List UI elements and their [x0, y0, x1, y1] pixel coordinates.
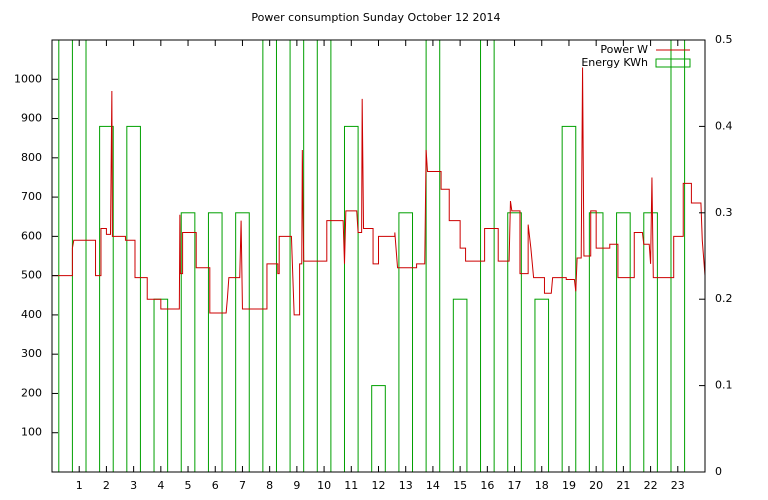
- y-tick-label: 500: [21, 269, 42, 282]
- energy-bar: [452, 298, 468, 472]
- legend-swatch: [655, 58, 691, 68]
- energy-bar: [207, 212, 223, 472]
- power-line: [52, 67, 705, 316]
- energy-bar: [398, 212, 414, 472]
- energy-bar: [235, 212, 250, 472]
- energy-bar: [616, 212, 631, 472]
- y-tick-label: 400: [21, 308, 42, 321]
- energy-bar: [126, 125, 141, 472]
- plot-area: [52, 40, 705, 472]
- x-tick-label: 1: [76, 479, 83, 492]
- x-tick-label: 16: [480, 479, 494, 492]
- x-tick-label: 12: [372, 479, 386, 492]
- x-tick-label: 21: [616, 479, 630, 492]
- y2-tick-label: 0: [715, 465, 722, 478]
- energy-bar: [153, 298, 169, 472]
- x-tick-label: 2: [103, 479, 110, 492]
- y2-tick-label: 0.2: [715, 292, 733, 305]
- legend-label: Power W: [600, 43, 648, 56]
- y-tick-label: 900: [21, 112, 42, 125]
- x-tick-label: 8: [266, 479, 273, 492]
- x-tick-label: 10: [317, 479, 331, 492]
- energy-bar: [425, 40, 441, 472]
- y2-tick-label: 0.4: [715, 119, 733, 132]
- x-tick-label: 14: [426, 479, 440, 492]
- y-tick-label: 1000: [14, 72, 42, 85]
- y2-tick-label: 0.5: [715, 33, 733, 46]
- x-tick-label: 4: [157, 479, 164, 492]
- y-tick-label: 300: [21, 347, 42, 360]
- x-tick-label: 17: [508, 479, 522, 492]
- y-tick-label: 800: [21, 151, 42, 164]
- chart-title: Power consumption Sunday October 12 2014: [251, 11, 500, 24]
- legend-label: Energy KWh: [581, 56, 648, 69]
- x-tick-label: 23: [671, 479, 685, 492]
- energy-bar: [99, 125, 114, 472]
- energy-bar: [262, 40, 277, 472]
- x-tick-label: 22: [644, 479, 658, 492]
- energy-bar: [71, 40, 87, 472]
- energy-bar: [180, 212, 196, 472]
- x-tick-label: 11: [344, 479, 358, 492]
- y-tick-label: 700: [21, 190, 42, 203]
- y2-tick-label: 0.1: [715, 379, 733, 392]
- y-tick-label: 200: [21, 386, 42, 399]
- x-tick-label: 7: [239, 479, 246, 492]
- x-tick-label: 20: [589, 479, 603, 492]
- x-tick-label: 13: [399, 479, 413, 492]
- energy-bar: [371, 385, 386, 472]
- x-tick-label: 15: [453, 479, 467, 492]
- x-tick-label: 5: [185, 479, 192, 492]
- energy-bar: [561, 125, 577, 472]
- x-tick-label: 3: [130, 479, 137, 492]
- energy-bar: [52, 40, 60, 472]
- y-tick-label: 600: [21, 229, 42, 242]
- y-tick-label: 100: [21, 426, 42, 439]
- y2-tick-label: 0.3: [715, 206, 733, 219]
- x-tick-label: 9: [293, 479, 300, 492]
- energy-bar: [670, 40, 686, 472]
- energy-bar: [343, 125, 359, 472]
- x-tick-label: 19: [562, 479, 576, 492]
- energy-bar: [316, 40, 332, 472]
- energy-bar: [588, 212, 604, 472]
- energy-bar: [507, 212, 522, 472]
- energy-bar: [534, 298, 550, 472]
- energy-bar: [643, 212, 658, 472]
- x-tick-label: 18: [535, 479, 549, 492]
- energy-bar: [480, 40, 495, 472]
- x-tick-label: 6: [212, 479, 219, 492]
- energy-bar: [289, 40, 305, 472]
